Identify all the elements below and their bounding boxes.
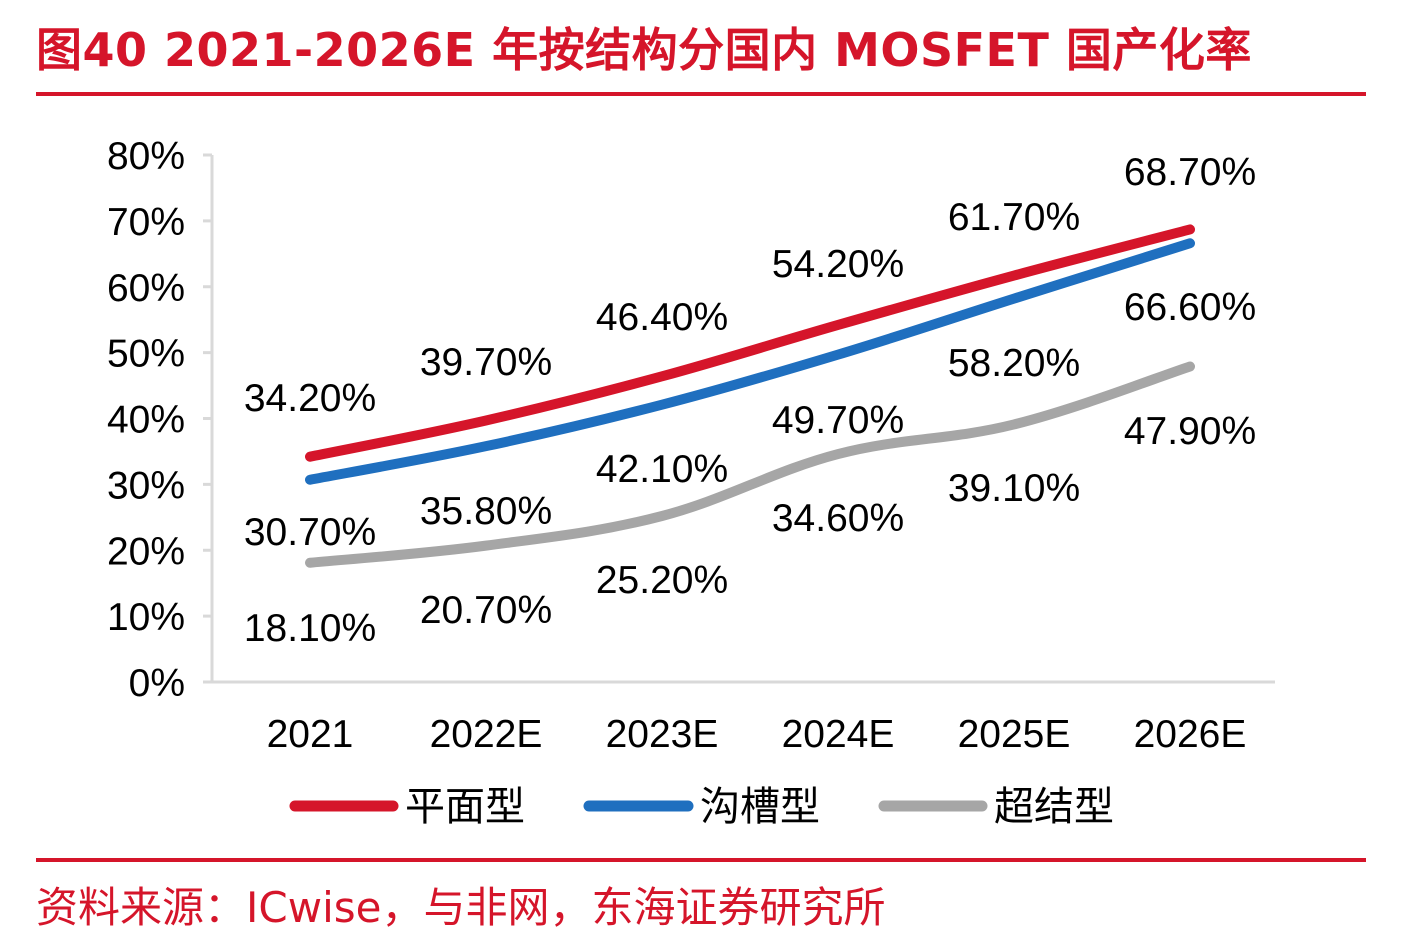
x-tick-label: 2025E: [958, 713, 1071, 756]
y-tick-label: 0%: [129, 662, 185, 705]
data-label-superjunction: 18.10%: [244, 607, 376, 650]
data-label-superjunction: 20.70%: [420, 589, 552, 632]
title-rule: [36, 92, 1366, 96]
data-label-planar: 34.20%: [244, 377, 376, 420]
legend-label-superjunction: 超结型: [994, 784, 1114, 830]
legend-label-planar: 平面型: [405, 784, 525, 830]
source-note: 资料来源：ICwise，与非网，东海证券研究所: [36, 883, 886, 932]
data-label-planar: 39.70%: [420, 341, 552, 384]
data-label-superjunction: 39.10%: [948, 467, 1080, 510]
data-label-superjunction: 47.90%: [1124, 410, 1256, 453]
y-tick-label: 70%: [107, 201, 185, 244]
data-label-planar: 68.70%: [1124, 151, 1256, 194]
data-label-superjunction: 34.60%: [772, 497, 904, 540]
data-label-trench: 66.60%: [1124, 286, 1256, 329]
legend-label-trench: 沟槽型: [700, 784, 820, 830]
y-tick-label: 30%: [107, 464, 185, 507]
data-label-planar: 61.70%: [948, 196, 1080, 239]
y-tick-label: 50%: [107, 333, 185, 376]
series-line-planar: [305, 224, 1195, 462]
y-tick-label: 80%: [107, 135, 185, 178]
data-label-trench: 30.70%: [244, 511, 376, 554]
y-tick-label: 20%: [107, 530, 185, 573]
x-tick-label: 2024E: [782, 713, 895, 756]
data-label-planar: 54.20%: [772, 243, 904, 286]
data-label-trench: 49.70%: [772, 399, 904, 442]
data-label-trench: 35.80%: [420, 490, 552, 533]
x-tick-label: 2021: [267, 713, 354, 756]
data-label-planar: 46.40%: [596, 296, 728, 339]
x-tick-label: 2026E: [1134, 713, 1247, 756]
series-line-superjunction: [305, 361, 1195, 568]
data-label-superjunction: 25.20%: [596, 559, 728, 602]
figure-title: 图40 2021-2026E 年按结构分国内 MOSFET 国产化率: [36, 23, 1252, 77]
source-rule: [36, 858, 1366, 862]
series-line-trench: [305, 238, 1195, 485]
line-chart: 0% 10% 20% 30% 40% 50% 60% 70% 80% 2021 2022E 2023E…: [107, 135, 1275, 830]
y-tick-label: 60%: [107, 267, 185, 310]
x-tick-label: 2022E: [430, 713, 543, 756]
data-label-trench: 42.10%: [596, 448, 728, 491]
data-label-trench: 58.20%: [948, 342, 1080, 385]
y-tick-label: 10%: [107, 596, 185, 639]
x-tick-label: 2023E: [606, 713, 719, 756]
y-tick-label: 40%: [107, 399, 185, 442]
